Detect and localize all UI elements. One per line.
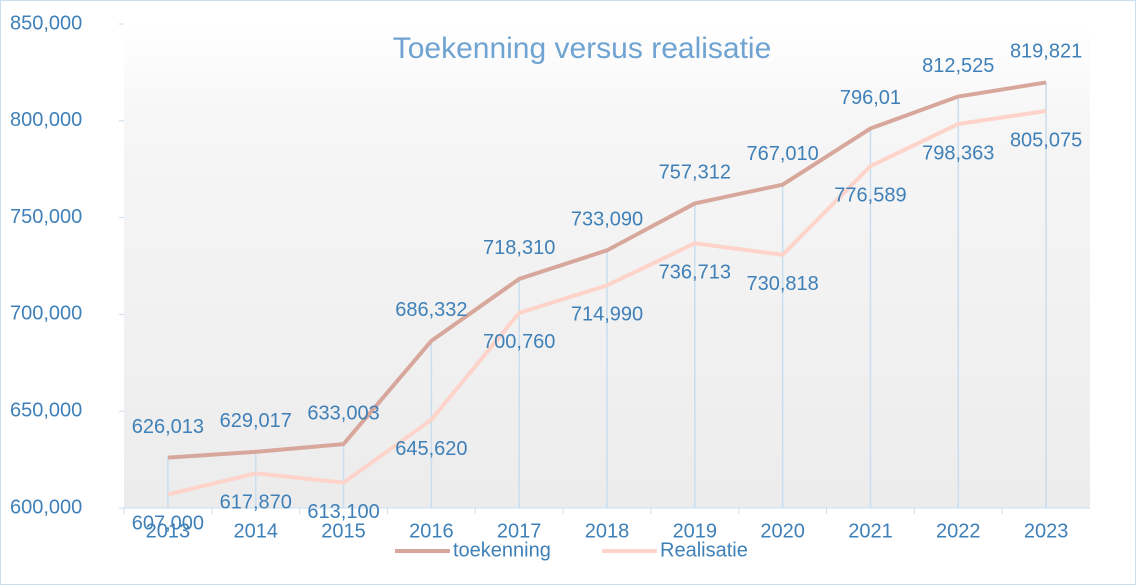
- data-label: 776,589: [834, 184, 906, 206]
- data-label: 607,000: [132, 513, 204, 535]
- data-label: 626,013: [132, 416, 204, 438]
- data-label: 819,821: [1010, 41, 1082, 63]
- data-label: 714,990: [571, 304, 643, 326]
- data-label: 798,363: [922, 142, 994, 164]
- y-tick-label: 650,000: [10, 399, 82, 421]
- data-label: 730,818: [746, 273, 818, 295]
- y-tick-label: 700,000: [10, 303, 82, 325]
- x-tick-label: 2021: [848, 520, 893, 542]
- x-tick-label: 2016: [409, 520, 454, 542]
- data-label: 767,010: [746, 143, 818, 165]
- data-label: 700,760: [483, 331, 555, 353]
- data-label: 718,310: [483, 237, 555, 259]
- data-label: 613,100: [307, 501, 379, 523]
- y-tick-label: 800,000: [10, 109, 82, 131]
- data-label: 757,312: [659, 162, 731, 184]
- y-tick-label: 750,000: [10, 206, 82, 228]
- x-tick-label: 2017: [497, 520, 542, 542]
- data-label: 686,332: [395, 299, 467, 321]
- legend-label: Realisatie: [660, 539, 748, 561]
- data-label: 633,003: [307, 402, 379, 424]
- x-tick-label: 2022: [936, 520, 981, 542]
- legend-label: toekenning: [453, 539, 551, 561]
- data-label: 736,713: [659, 262, 731, 284]
- series-line: [167, 80, 1047, 460]
- x-tick-label: 2018: [585, 520, 630, 542]
- y-tick-label: 600,000: [10, 496, 82, 518]
- x-tick-label: 2019: [673, 520, 718, 542]
- data-label: 645,620: [395, 438, 467, 460]
- data-label: 617,870: [220, 492, 292, 514]
- data-label: 796,01: [840, 87, 901, 109]
- chart-title: Toekenning versus realisatie: [393, 32, 772, 65]
- y-tick-label: 850,000: [10, 12, 82, 34]
- data-label: 733,090: [571, 209, 643, 231]
- x-tick-label: 2015: [321, 520, 366, 542]
- data-label: 812,525: [922, 55, 994, 77]
- data-label: 805,075: [1010, 129, 1082, 151]
- x-tick-label: 2023: [1024, 520, 1069, 542]
- x-tick-label: 2014: [233, 520, 278, 542]
- x-tick-label: 2013: [146, 520, 191, 542]
- data-label: 629,017: [220, 410, 292, 432]
- x-tick-label: 2020: [760, 520, 805, 542]
- series-line: [167, 108, 1047, 497]
